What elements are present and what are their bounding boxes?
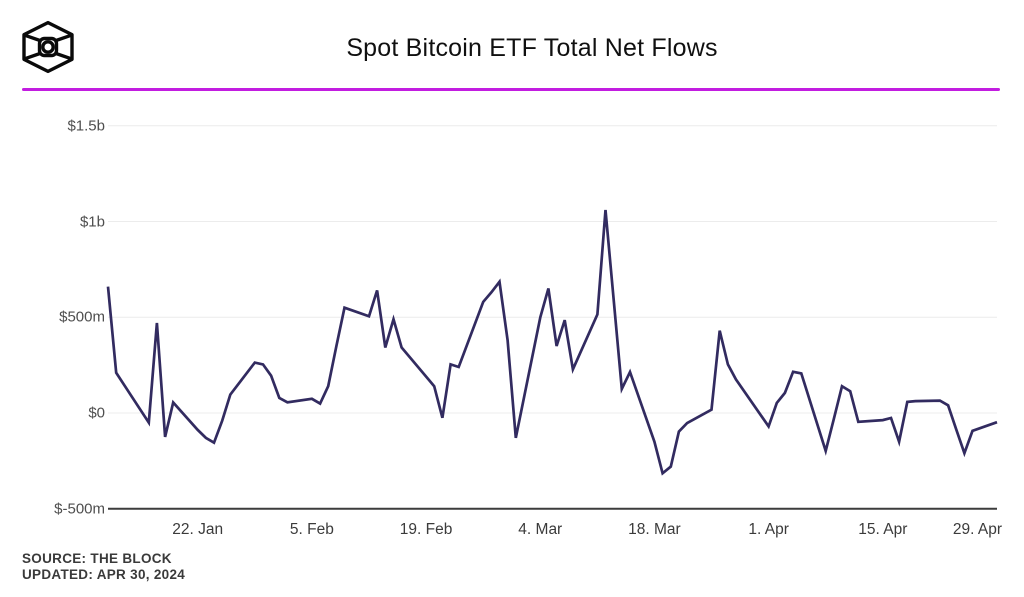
y-axis-label: $500m xyxy=(59,308,105,326)
source-label: SOURCE: THE BLOCK xyxy=(22,551,172,566)
y-axis-label: $1.5b xyxy=(67,117,105,135)
x-axis-label: 18. Mar xyxy=(628,521,681,538)
x-axis-label: 1. Apr xyxy=(748,521,789,538)
page-title: Spot Bitcoin ETF Total Net Flows xyxy=(346,34,718,62)
x-axis-label: 22. Jan xyxy=(172,521,224,538)
y-axis-label: $1b xyxy=(79,213,105,230)
updated-label: UPDATED: APR 30, 2024 xyxy=(22,567,186,582)
x-axis-label: 5. Feb xyxy=(289,521,334,538)
x-axis-label: 15. Apr xyxy=(858,521,908,538)
series-line xyxy=(106,209,998,476)
x-axis-label: 4. Mar xyxy=(518,521,563,538)
x-axis-label: 19. Feb xyxy=(399,521,453,538)
header-divider xyxy=(22,88,1000,91)
x-axis-label: 29. Apr xyxy=(952,521,1002,538)
source-note: SOURCE: THE BLOCK UPDATED: APR 30, 2024 xyxy=(22,551,185,583)
y-axis-label: $-500m xyxy=(54,500,105,518)
the-block-logo xyxy=(22,20,74,74)
y-axis-label: $0 xyxy=(88,404,105,422)
